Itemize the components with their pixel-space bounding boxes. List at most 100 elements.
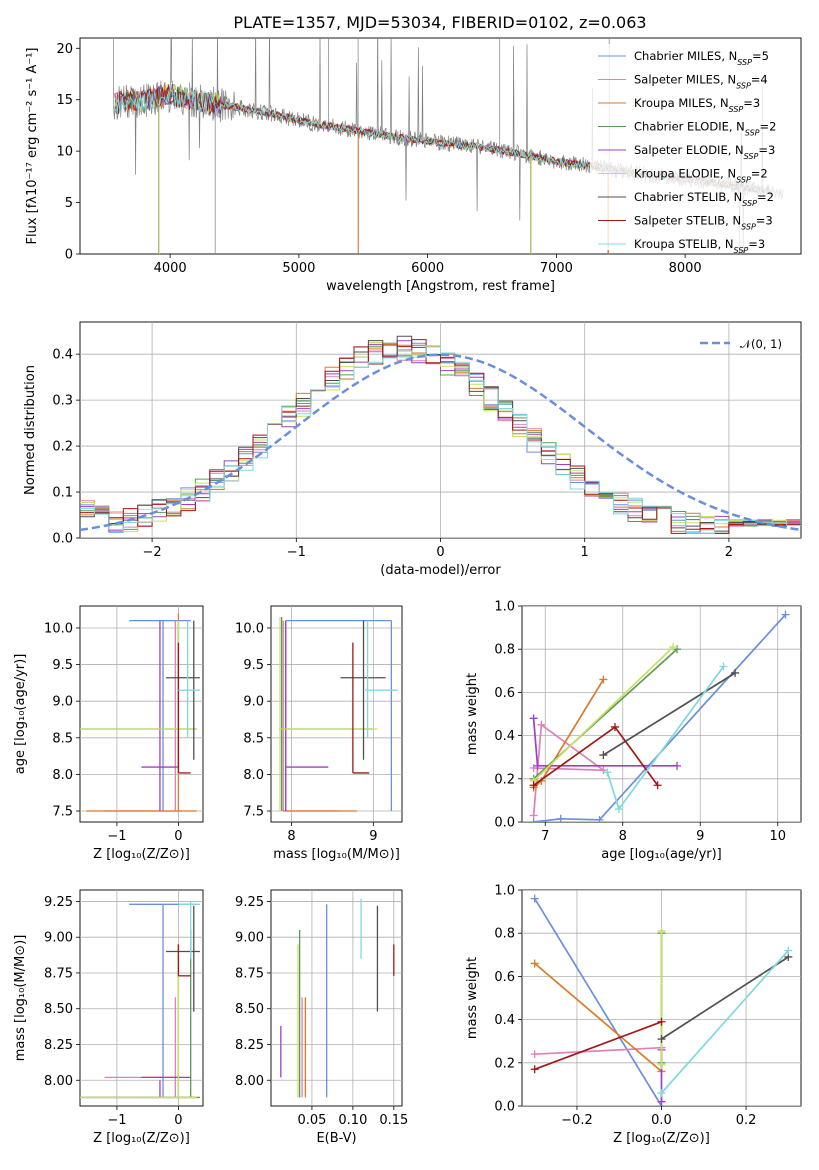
hist-salpeter-stelib — [80, 339, 801, 534]
age-vs-mass-axes: 8 9 7.5 8.0 8.5 9.0 9.5 10.0 mass [log₁₀(M/M⊙)] — [235, 605, 403, 862]
mass-vs-ebv-ytick-label: 9.00 — [235, 931, 264, 946]
hist-salpeter-elodie — [80, 340, 801, 534]
legend-entry: Chabrier STELIB, NSSP=2 — [634, 190, 774, 208]
marker-plus — [653, 781, 662, 790]
massweight-vs-Z-ytick-label: 0.0 — [494, 1100, 515, 1115]
marker-plus — [537, 720, 546, 729]
errorbar-kroupa-stelib — [178, 620, 200, 738]
age-vs-Z-ytick-label: 9.0 — [52, 695, 73, 710]
spectrum-ytick-label: 0 — [65, 248, 73, 263]
massweight-vs-age-xtick-label: 7 — [541, 829, 549, 844]
legend-entry: Salpeter MILES, NSSP=4 — [634, 73, 768, 91]
age-vs-Z-ylabel: age [log₁₀(age/yr)] — [13, 654, 28, 775]
mass-vs-ebv-plot — [271, 890, 402, 1106]
massweight-vs-age-xlabel: age [log₁₀(age/yr)] — [601, 847, 722, 862]
legend-entry: Chabrier MILES, NSSP=5 — [634, 49, 769, 67]
marker-plus — [603, 768, 612, 777]
errorbar-salpeter-elodie — [141, 620, 179, 812]
age-vs-mass-ytick-label: 8.5 — [243, 731, 264, 746]
massweight-vs-age-ytick-label: 0.8 — [494, 643, 515, 658]
marker-plus — [657, 1035, 666, 1044]
residuals-xlabel: (data-model)/error — [380, 563, 501, 578]
age-vs-mass-ytick-label: 9.5 — [243, 658, 264, 673]
massweight-vs-age-border — [521, 605, 802, 823]
marker-plus — [530, 1065, 539, 1074]
age-vs-Z-ytick-label: 9.5 — [52, 658, 73, 673]
age-vs-Z-ytick-label: 8.0 — [52, 768, 73, 783]
line-chabrier-stelib — [657, 952, 793, 1044]
normal-curve — [80, 353, 801, 532]
errorbar-kroupa-elodie — [279, 616, 378, 812]
age-vs-Z-border — [79, 605, 204, 823]
errorbar-chabrier-stelib — [166, 905, 200, 1012]
spectrum-xtick-label: 6000 — [411, 261, 444, 276]
mass-vs-ebv-axes: 0.05 0.10 0.15 8.00 8.25 8.50 8.75 9.00 9.25 E(B-… — [235, 889, 408, 1146]
massweight-vs-Z-ytick-label: 0.2 — [494, 1056, 515, 1071]
marker-plus — [657, 1089, 666, 1098]
age-vs-mass-ytick-label: 9.0 — [243, 695, 264, 710]
residuals-plot — [80, 322, 801, 538]
marker-plus — [530, 894, 539, 903]
age-vs-Z-xtick-label: 0 — [174, 829, 182, 844]
errorbar-kroupa-stelib — [178, 901, 200, 959]
marker-plus — [533, 761, 542, 770]
mass-vs-Z-border — [79, 889, 204, 1107]
spectrum-title: PLATE=1357, MJD=53034, FIBERID=0102, z=0… — [233, 13, 646, 32]
spectrum-ylabel: Flux [fλ10⁻¹⁷ erg cm⁻² s⁻¹ A⁻¹] — [25, 48, 40, 245]
errorbar-chabrier-miles — [129, 903, 194, 1098]
mass-vs-Z-ytick-label: 9.25 — [44, 895, 73, 910]
marker-plus — [657, 927, 666, 936]
age-vs-mass-ytick-label: 7.5 — [243, 805, 264, 820]
residuals-xtick-label: 2 — [725, 545, 733, 560]
line-salpeter-stelib — [530, 1017, 666, 1074]
massweight-vs-age-xtick-label: 9 — [696, 829, 704, 844]
massweight-vs-age-ytick-label: 1.0 — [494, 600, 515, 615]
massweight-vs-age-xtick-label: 8 — [619, 829, 627, 844]
age-vs-Z-xlabel: Z [log₁₀(Z/Z⊙)] — [93, 847, 190, 862]
massweight-vs-Z-xtick-label: −0.2 — [561, 1113, 593, 1128]
line-chabrier-miles — [529, 610, 790, 822]
errorbar-salpeter-stelib — [352, 642, 370, 774]
mass-vs-Z-ytick-label: 8.50 — [44, 1002, 73, 1017]
line-salpeter-stelib — [529, 722, 662, 790]
residuals-xtick-label: −1 — [287, 545, 306, 560]
massweight-vs-Z-ytick-label: 1.0 — [494, 884, 515, 899]
massweight-vs-age-axes: 7 8 9 10 0.0 0.2 0.4 0.6 0.8 1.0 age [log₁₀(age/yr… — [465, 600, 802, 862]
errorbar-chabrier-elodie — [80, 930, 200, 1099]
massweight-vs-Z-ytick-label: 0.6 — [494, 970, 515, 985]
age-vs-mass-xlabel: mass [log₁₀(M/M⊙)] — [273, 847, 400, 862]
marker-plus — [530, 959, 539, 968]
legend-entry: Chabrier ELODIE, NSSP=2 — [634, 120, 776, 138]
marker-plus — [657, 1017, 666, 1026]
spectrum-axes: 4000 5000 6000 7000 8000 0 5 10 15 20 wavelength [… — [25, 13, 802, 294]
mass-vs-ebv-border — [270, 889, 403, 1107]
spectrum-xtick-label: 7000 — [540, 261, 573, 276]
line-kroupa-stelib — [657, 946, 793, 1098]
massweight-vs-age-ytick-label: 0.6 — [494, 686, 515, 701]
residuals-ytick-label: 0.0 — [52, 532, 73, 547]
spectrum-xtick-label: 5000 — [282, 261, 315, 276]
massweight-vs-Z-ytick-label: 0.8 — [494, 927, 515, 942]
mass-vs-Z-xlabel: Z [log₁₀(Z/Z⊙)] — [93, 1131, 190, 1146]
mass-vs-ebv-xtick-label: 0.05 — [297, 1113, 326, 1128]
massweight-vs-age-ytick-label: 0.0 — [494, 816, 515, 831]
spectrum-xtick-label: 8000 — [669, 261, 702, 276]
age-vs-mass-plot — [271, 606, 402, 822]
massweight-vs-age-ytick-label: 0.2 — [494, 772, 515, 787]
marker-plus — [599, 675, 608, 684]
massweight-vs-Z-axes: −0.2 0.0 0.2 0.0 0.2 0.4 0.6 0.8 1.0 Z [log₁₀(Z/Z… — [465, 884, 802, 1146]
mass-vs-ebv-xlabel: E(B-V) — [316, 1131, 356, 1146]
errorbar-chabrier-elodie — [279, 616, 374, 812]
spectrum-ytick-label: 15 — [56, 93, 73, 108]
age-vs-Z-ytick-label: 8.5 — [52, 731, 73, 746]
spectrum-xlabel: wavelength [Angstrom, rest frame] — [326, 279, 555, 294]
legend-entry: Salpeter STELIB, NSSP=3 — [634, 214, 773, 232]
errorbar-kroupa-miles — [86, 944, 197, 1099]
massweight-vs-age-ylabel: mass weight — [465, 673, 480, 755]
age-vs-mass-xtick-label: 8 — [287, 829, 295, 844]
marker-plus — [595, 815, 604, 822]
age-vs-Z-ytick-label: 10.0 — [44, 621, 73, 636]
spectrum-xtick-label: 4000 — [154, 261, 187, 276]
massweight-vs-age-ytick-label: 0.4 — [494, 729, 515, 744]
marker-plus — [731, 668, 740, 677]
